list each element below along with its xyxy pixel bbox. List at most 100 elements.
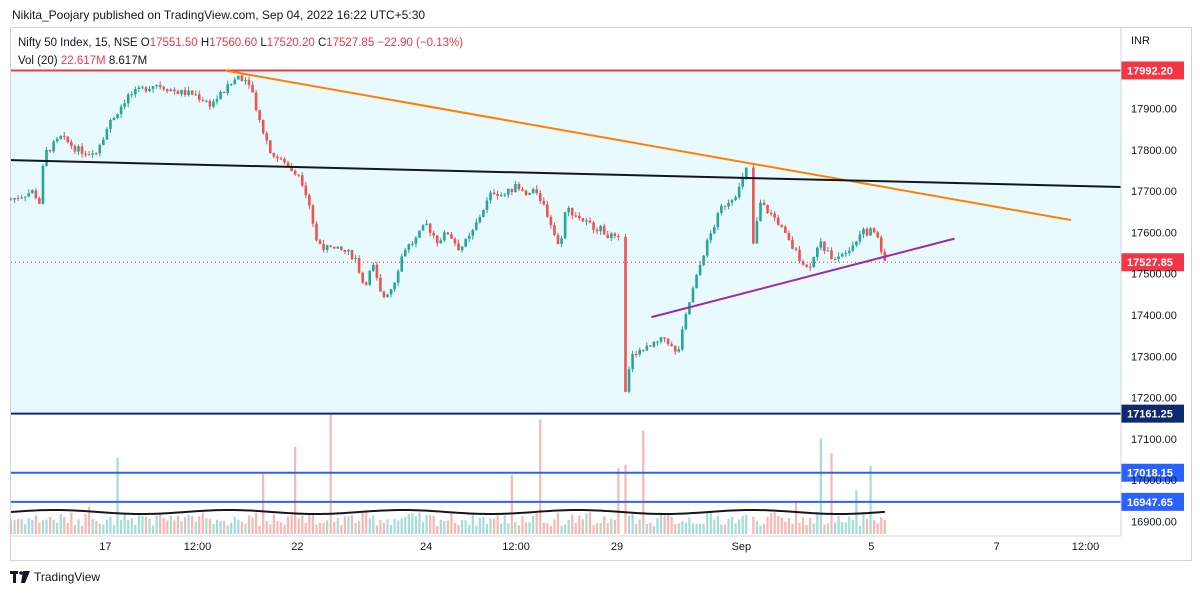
candle <box>31 190 34 194</box>
volume-bar <box>41 520 45 534</box>
volume-bar <box>265 521 268 534</box>
volume-bar <box>556 512 560 534</box>
volume-bar <box>777 516 780 534</box>
volume-bar <box>528 522 531 534</box>
volume-bar <box>95 521 98 534</box>
footer-brand: TradingView <box>34 570 101 584</box>
volume-bar <box>162 518 165 534</box>
candle <box>297 174 301 176</box>
y-tick-label: 17000.00 <box>1131 475 1177 487</box>
volume-bar <box>787 517 790 534</box>
volume-bar <box>365 512 368 534</box>
candle <box>506 188 510 195</box>
candle <box>343 249 347 252</box>
candle <box>482 210 485 217</box>
volume-bar <box>837 515 840 534</box>
support-1-price-label: 17161.25 <box>1127 409 1173 421</box>
black-trendline <box>10 159 1122 189</box>
volume-bar <box>816 512 819 534</box>
volume-bar <box>702 523 705 534</box>
volume-bar <box>80 525 84 534</box>
volume-bar <box>500 523 503 534</box>
candle <box>425 223 428 226</box>
volume-bar <box>290 515 293 534</box>
candle <box>372 264 375 271</box>
support-1-price-tag <box>1121 404 1184 423</box>
candle <box>361 272 364 283</box>
volume-bar <box>553 519 556 534</box>
candle <box>681 329 684 350</box>
candle <box>467 235 471 239</box>
candle <box>844 253 848 255</box>
volume-bar <box>606 523 609 534</box>
candle <box>453 238 457 244</box>
volume-bar <box>645 523 648 534</box>
volume-bar <box>176 515 180 534</box>
volume-bar <box>368 518 371 534</box>
candle <box>212 101 215 107</box>
volume-value: 22.617M <box>60 55 106 67</box>
volume-bar <box>372 515 375 534</box>
candle <box>105 129 109 140</box>
candle <box>130 94 134 96</box>
x-tick-label: 17 <box>99 541 111 553</box>
candle <box>411 243 414 245</box>
volume-bar <box>397 520 400 534</box>
candle <box>808 266 812 268</box>
volume-bar <box>191 515 194 534</box>
volume-bar <box>20 519 23 534</box>
volume-bar <box>301 515 304 534</box>
volume-bar <box>677 523 680 534</box>
candle <box>684 314 688 330</box>
candle <box>698 264 702 275</box>
y-tick-label: 17700.00 <box>1131 186 1177 198</box>
volume-bar <box>571 514 574 534</box>
candle <box>538 192 542 201</box>
x-tick-label: 24 <box>420 541 432 553</box>
candle <box>187 90 190 95</box>
candle <box>268 140 272 154</box>
candle <box>119 106 123 115</box>
candle <box>38 198 41 204</box>
volume-bar <box>873 520 876 534</box>
candle <box>766 205 769 213</box>
candle <box>80 146 84 154</box>
candle <box>631 353 634 370</box>
candle <box>304 185 308 196</box>
candle <box>649 345 652 347</box>
volume-bar <box>59 513 62 534</box>
candle <box>574 215 578 217</box>
candle <box>716 213 720 228</box>
y-tick-label: 17800.00 <box>1131 145 1177 157</box>
volume-bar <box>258 525 261 534</box>
candle <box>215 99 219 102</box>
candle <box>144 87 148 92</box>
candle <box>329 245 332 247</box>
volume-bar <box>578 515 581 534</box>
candle <box>407 244 411 250</box>
candle <box>254 92 258 111</box>
candle <box>368 270 372 285</box>
candle <box>70 142 73 147</box>
candle <box>414 237 418 244</box>
candle <box>439 240 443 244</box>
volume-bar <box>524 522 528 534</box>
volume-bar <box>517 525 521 534</box>
candle <box>521 189 524 191</box>
candle <box>428 223 432 233</box>
volume-bar <box>169 515 172 534</box>
candle <box>567 207 570 213</box>
candle <box>197 94 201 100</box>
volume-bar <box>819 438 822 534</box>
candle <box>400 256 404 272</box>
change-value: −22.90 (−0.13%) <box>377 37 464 49</box>
volume-bar <box>411 513 414 534</box>
chart-frame[interactable] <box>10 27 1192 561</box>
x-tick-label: 12:00 <box>502 541 530 553</box>
volume-bar <box>205 518 208 534</box>
candle <box>510 188 514 193</box>
volume-bar <box>386 519 389 534</box>
volume-bar <box>461 519 464 534</box>
candle <box>251 85 254 93</box>
